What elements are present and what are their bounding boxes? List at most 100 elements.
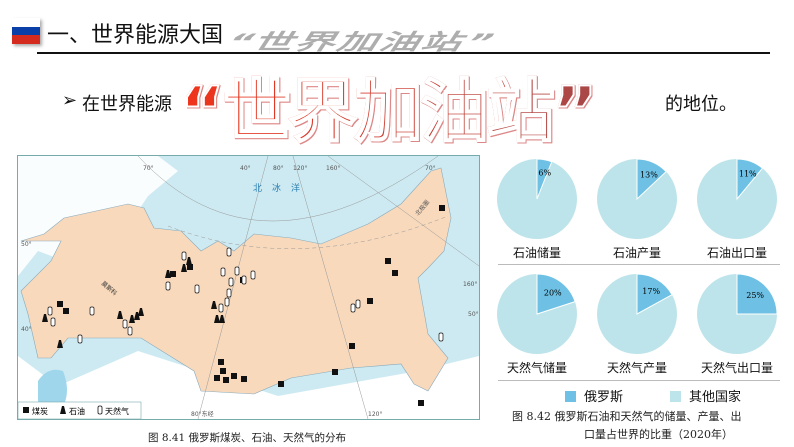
pie-label: 天然气储量 (506, 361, 567, 375)
pie-value-label: 17% (642, 287, 660, 296)
pie-value-label: 13% (640, 170, 658, 179)
grid-label: 70° (143, 165, 154, 172)
russia-energy-map: 北冰洋 莫斯科 北极圈 70° 40° 80° 120° 160° 70° 50… (17, 155, 480, 420)
gas-marker (220, 267, 226, 277)
oil-marker (219, 315, 225, 323)
pie-value-label: 6% (538, 168, 551, 177)
gas-marker (226, 288, 232, 298)
grid-label: 160° (463, 281, 477, 288)
pie-slice-russia (536, 273, 576, 315)
coal-square-icon (23, 407, 29, 413)
gas-marker (181, 251, 187, 261)
pie-chart-panel: 6% 石油储量 13% 石油产量 11% 石油出口量 20% 天然气储量 17% 天然气产… (490, 155, 790, 447)
legend-others: 其他国家 (670, 386, 741, 405)
coal-marker (392, 270, 398, 276)
grid-label: 40° (21, 326, 32, 333)
grid-label: 50° (468, 311, 479, 318)
gas-marker (250, 270, 256, 280)
pie-slice-russia (736, 158, 764, 201)
grid-label: 120° (293, 165, 307, 172)
pie-3: 11% (696, 158, 778, 240)
coal-marker (214, 375, 220, 381)
oil-marker (181, 264, 187, 272)
pie-label: 石油产量 (612, 246, 661, 260)
oil-marker (186, 257, 192, 265)
gas-marker (77, 334, 83, 344)
pie-value-label: 20% (544, 288, 562, 297)
oil-marker (42, 314, 48, 322)
gas-marker (355, 299, 361, 309)
grid-label: 40° (240, 165, 251, 172)
gas-marker (350, 303, 356, 313)
coal-marker (231, 373, 237, 379)
oil-marker (211, 301, 217, 309)
grid-label: 120° (368, 411, 382, 418)
coal-marker (57, 301, 63, 307)
pie-label: 石油储量 (512, 246, 561, 260)
map-graphic: 北冰洋 莫斯科 北极圈 70° 40° 80° 120° 160° 70° 50… (17, 155, 480, 420)
oil-marker (57, 340, 63, 348)
pie-label: 石油出口量 (706, 246, 767, 260)
coal-marker (218, 359, 224, 365)
gas-marker (89, 306, 95, 316)
russia-flag-icon (12, 18, 40, 45)
pie-6: 25% (696, 273, 778, 355)
grid-label: 70° (425, 165, 436, 172)
pie-label: 天然气产量 (606, 361, 667, 375)
legend-oil: 石油 (69, 406, 85, 416)
world-gas-station-title: “世界加油站” (179, 56, 598, 155)
oil-marker (138, 308, 144, 316)
pie-2: 13% (596, 158, 678, 240)
legend-label: 其他国家 (689, 390, 742, 405)
legend-label: 俄罗斯 (584, 390, 624, 405)
legend-russia: 俄罗斯 (565, 386, 623, 405)
legend-swatch (565, 391, 576, 402)
bullet-marker: ➢ (62, 90, 78, 111)
gas-marker (218, 303, 224, 313)
oil-marker (165, 270, 171, 278)
gas-marker (122, 319, 128, 329)
gas-marker (241, 275, 247, 285)
europe-land (18, 156, 178, 356)
pie-5: 17% (596, 273, 678, 355)
coal-marker (170, 271, 176, 277)
pie-slice-russia (636, 158, 667, 201)
coal-marker (220, 368, 226, 374)
pie-1: 6% (496, 158, 578, 240)
coal-marker (367, 298, 373, 304)
coal-marker (332, 369, 338, 375)
pie-slice-russia (536, 158, 553, 200)
gas-tank-icon (97, 405, 103, 415)
title-divider (37, 52, 770, 54)
grid-label: 50° (21, 241, 32, 248)
coal-marker (418, 400, 424, 406)
gas-marker (438, 332, 444, 342)
coal-marker (349, 343, 355, 349)
bullet-text-start: 在世界能源 (82, 94, 172, 115)
graticule (137, 155, 480, 420)
oil-marker (214, 315, 220, 323)
bullet-text-end: 的地位。 (665, 94, 737, 115)
coal-marker (278, 381, 284, 387)
coal-marker (223, 377, 229, 383)
gas-marker (165, 281, 171, 291)
title-shadow: “世界加油站” (219, 29, 503, 55)
grid-label: 80°东经 (191, 410, 214, 418)
row-divider (498, 264, 780, 265)
pie-slice-russia (636, 273, 673, 315)
gas-marker (228, 277, 234, 287)
gas-marker (127, 326, 133, 336)
pie-caption-line2: 口量占世界的比重（2020年） (584, 428, 733, 441)
grid-label: 160° (326, 165, 340, 172)
row-divider (498, 380, 780, 381)
russia-territory (20, 167, 452, 395)
pie-caption-line1: 图 8.42 俄罗斯石油和天然气的储量、产量、出 (512, 410, 742, 423)
pie-slice-russia (736, 273, 778, 315)
gas-marker (50, 317, 56, 327)
coal-marker (439, 205, 445, 211)
coal-marker (187, 264, 193, 270)
legend-swatch (670, 391, 681, 402)
oil-marker (129, 315, 135, 323)
ocean-label: 北冰洋 (253, 182, 310, 194)
section-title: 一、世界能源大国 (47, 23, 224, 48)
